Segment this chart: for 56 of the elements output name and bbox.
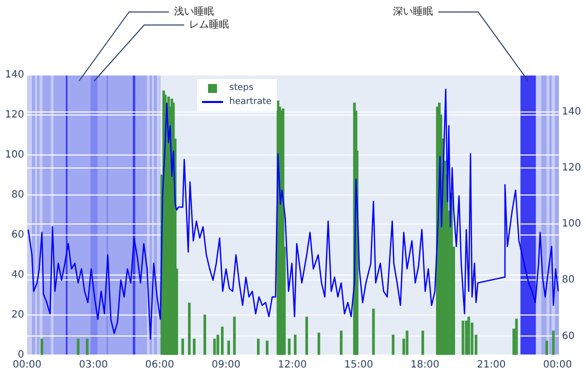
legend-label: steps xyxy=(229,82,254,95)
bar xyxy=(227,340,230,355)
bar xyxy=(76,338,80,355)
bar xyxy=(220,326,224,355)
bar xyxy=(203,314,206,355)
y2-tick-label: 80 xyxy=(562,274,575,286)
y-tick-label: 20 xyxy=(11,310,24,321)
bar xyxy=(181,338,184,355)
bar xyxy=(40,338,44,355)
x-tick-label: 21:00 xyxy=(476,360,506,371)
bar xyxy=(192,338,196,355)
x-tick-label: 09:00 xyxy=(212,360,240,371)
x-tick-label: 12:00 xyxy=(278,360,307,371)
bar xyxy=(372,308,375,355)
y2-tick-label: 140 xyxy=(562,106,582,118)
y2-tick-label: 100 xyxy=(562,218,582,230)
y-tick-label: 100 xyxy=(4,150,24,161)
bar xyxy=(340,330,343,355)
bar xyxy=(86,338,89,355)
y-tick-label: 40 xyxy=(11,270,24,281)
y-tick-label: 140 xyxy=(4,70,24,81)
bar xyxy=(305,316,308,355)
bar xyxy=(256,338,260,355)
bar xyxy=(467,316,470,355)
bar xyxy=(462,320,464,355)
legend-label: heartrate xyxy=(229,96,272,109)
y-tick-label: 80 xyxy=(11,190,24,201)
bar xyxy=(318,332,320,355)
band-label: レム睡眠 xyxy=(189,18,230,31)
x-tick-label: 18:00 xyxy=(410,360,440,371)
bar xyxy=(552,330,555,355)
y-tick-label: 60 xyxy=(11,230,24,241)
band-label: 深い睡眠 xyxy=(393,6,434,18)
bar xyxy=(266,340,268,355)
x-tick-label: 03:00 xyxy=(78,360,108,371)
bar xyxy=(216,334,220,355)
y-tick-label: 0 xyxy=(18,350,24,361)
band-label: 浅い睡眠 xyxy=(174,6,214,18)
bar xyxy=(406,330,408,355)
y2-tick-label: 120 xyxy=(562,162,582,174)
y-tick-label: 120 xyxy=(4,110,24,121)
x-tick-label: 15:00 xyxy=(344,360,374,371)
bar xyxy=(294,334,297,355)
bar xyxy=(515,318,518,355)
x-tick-label: 06:00 xyxy=(145,360,174,371)
x-tick-label: 00:00 xyxy=(543,360,572,371)
bar xyxy=(464,320,468,355)
bar xyxy=(213,338,216,355)
bar xyxy=(545,340,548,355)
bar xyxy=(288,338,291,355)
x-tick-label: 00:00 xyxy=(12,360,42,371)
y2-tick-label: 60 xyxy=(562,330,575,342)
bar xyxy=(233,316,236,355)
bar xyxy=(188,302,191,355)
bar xyxy=(392,334,394,355)
bar xyxy=(421,330,424,355)
